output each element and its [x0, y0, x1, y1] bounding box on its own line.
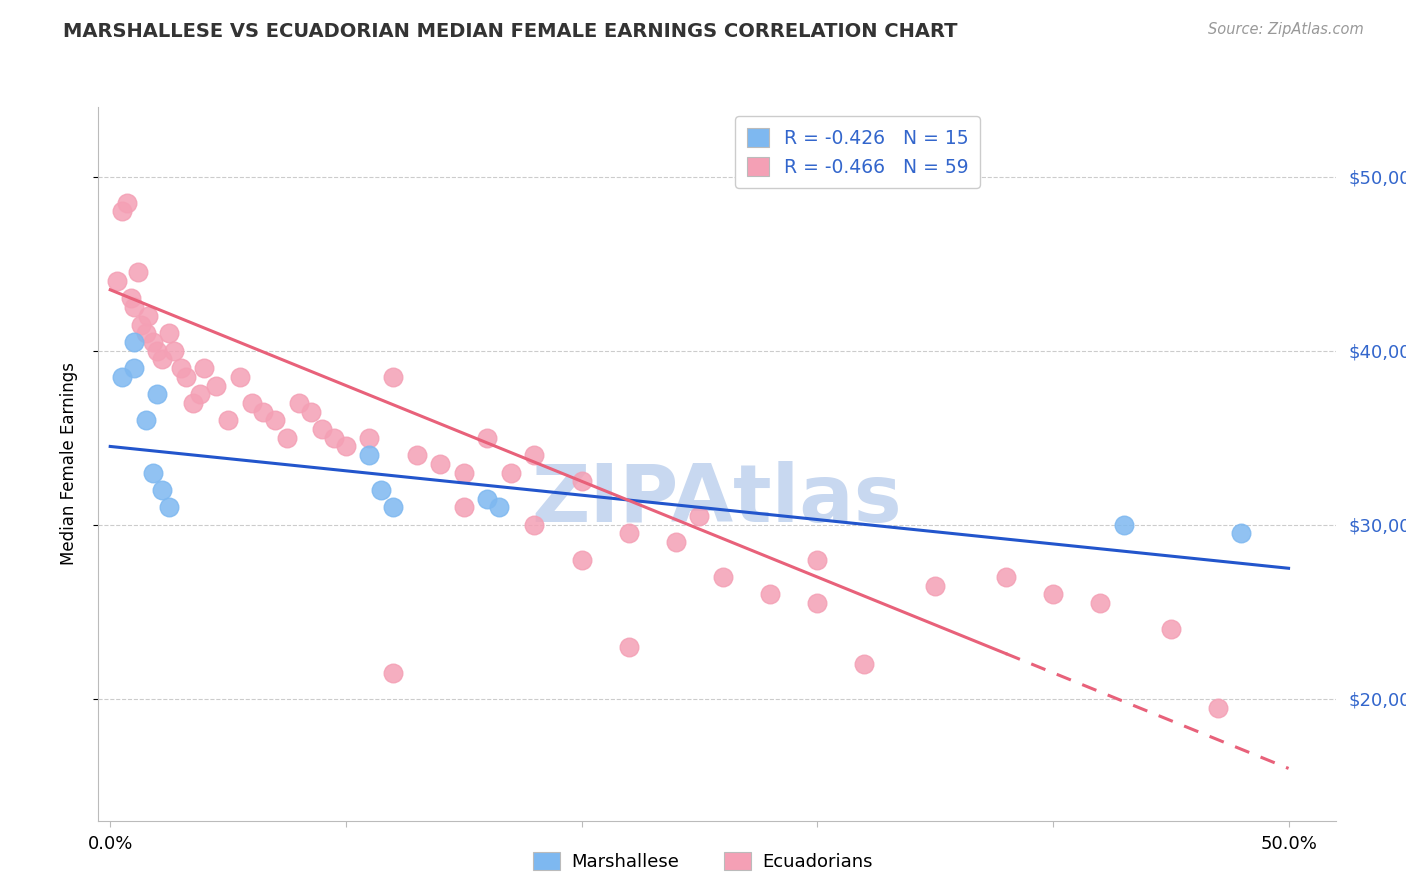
- Point: [382, 369, 405, 384]
- Point: [150, 352, 173, 367]
- Point: [193, 361, 215, 376]
- Point: [617, 640, 640, 654]
- Point: [370, 483, 392, 497]
- Point: [142, 466, 165, 480]
- Point: [523, 448, 546, 462]
- Point: [188, 387, 211, 401]
- Point: [359, 431, 381, 445]
- Point: [311, 422, 333, 436]
- Point: [711, 570, 734, 584]
- Point: [122, 300, 145, 314]
- Text: Source: ZipAtlas.com: Source: ZipAtlas.com: [1208, 22, 1364, 37]
- Point: [1230, 526, 1253, 541]
- Point: [105, 274, 128, 288]
- Point: [252, 404, 274, 418]
- Point: [488, 500, 510, 515]
- Point: [276, 431, 298, 445]
- Point: [477, 491, 499, 506]
- Point: [523, 517, 546, 532]
- Point: [146, 343, 169, 358]
- Point: [405, 448, 427, 462]
- Point: [146, 387, 169, 401]
- Point: [1088, 596, 1111, 610]
- Point: [453, 466, 475, 480]
- Point: [129, 318, 152, 332]
- Point: [477, 431, 499, 445]
- Point: [806, 596, 828, 610]
- Point: [174, 369, 197, 384]
- Point: [111, 369, 134, 384]
- Point: [1160, 622, 1182, 636]
- Point: [994, 570, 1017, 584]
- Point: [287, 396, 309, 410]
- Point: [1112, 517, 1135, 532]
- Point: [111, 204, 134, 219]
- Point: [453, 500, 475, 515]
- Point: [924, 579, 946, 593]
- Legend: Marshallese, Ecuadorians: Marshallese, Ecuadorians: [526, 845, 880, 879]
- Point: [853, 657, 876, 671]
- Point: [135, 413, 157, 427]
- Point: [122, 361, 145, 376]
- Point: [499, 466, 522, 480]
- Point: [135, 326, 157, 341]
- Point: [157, 326, 180, 341]
- Point: [181, 396, 204, 410]
- Y-axis label: Median Female Earnings: Median Female Earnings: [59, 362, 77, 566]
- Point: [759, 587, 782, 601]
- Point: [150, 483, 173, 497]
- Point: [136, 309, 159, 323]
- Point: [688, 509, 710, 524]
- Point: [571, 552, 593, 566]
- Legend: R = -0.426   N = 15, R = -0.466   N = 59: R = -0.426 N = 15, R = -0.466 N = 59: [735, 117, 980, 188]
- Point: [323, 431, 346, 445]
- Point: [142, 334, 165, 349]
- Point: [217, 413, 239, 427]
- Point: [1206, 700, 1229, 714]
- Point: [264, 413, 287, 427]
- Point: [359, 448, 381, 462]
- Point: [806, 552, 828, 566]
- Point: [240, 396, 263, 410]
- Point: [205, 378, 228, 392]
- Point: [382, 500, 405, 515]
- Point: [1042, 587, 1064, 601]
- Point: [429, 457, 451, 471]
- Point: [571, 475, 593, 489]
- Point: [157, 500, 180, 515]
- Point: [115, 195, 138, 210]
- Point: [299, 404, 322, 418]
- Point: [122, 334, 145, 349]
- Point: [382, 665, 405, 680]
- Text: ZIPAtlas: ZIPAtlas: [531, 460, 903, 539]
- Point: [120, 292, 142, 306]
- Point: [170, 361, 193, 376]
- Point: [335, 439, 357, 453]
- Text: MARSHALLESE VS ECUADORIAN MEDIAN FEMALE EARNINGS CORRELATION CHART: MARSHALLESE VS ECUADORIAN MEDIAN FEMALE …: [63, 22, 957, 41]
- Point: [229, 369, 252, 384]
- Point: [665, 535, 688, 549]
- Point: [127, 265, 149, 279]
- Point: [617, 526, 640, 541]
- Point: [163, 343, 186, 358]
